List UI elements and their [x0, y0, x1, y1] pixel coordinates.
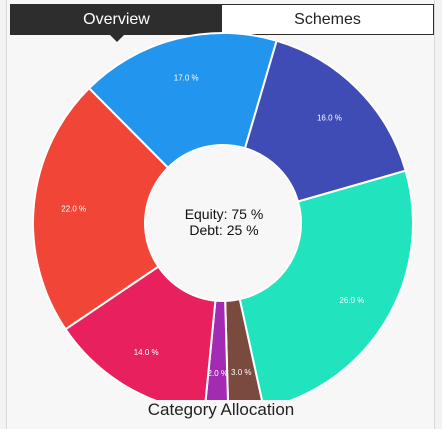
slice-label-2: 2.0 % [208, 369, 228, 378]
chart-caption: Category Allocation [147, 400, 295, 419]
tab-overview-label: Overview [83, 10, 150, 28]
tab-schemes-label: Schemes [294, 10, 361, 28]
slice-label-0: 26.0 % [339, 296, 364, 305]
donut-slices [32, 32, 414, 400]
tab-schemes[interactable]: Schemes [222, 5, 433, 34]
slice-5 [87, 32, 278, 170]
slice-6 [243, 39, 407, 203]
slice-4 [32, 86, 170, 331]
active-tab-pointer-icon [108, 34, 125, 42]
slice-labels: 26.0 % 3.0 %2.0 % 14.0 % 22.0 % 17.0 % 16.0 % [61, 74, 364, 378]
slice-3 [64, 265, 217, 400]
slice-0 [238, 169, 414, 400]
slice-label-4: 22.0 % [61, 204, 86, 213]
category-allocation-donut-chart: 26.0 % 3.0 %2.0 % 14.0 % 22.0 % 17.0 % 16.0 %… [32, 32, 414, 400]
equity-summary: Equity: 75 % [185, 206, 264, 222]
debt-summary: Debt: 25 % [189, 222, 258, 238]
slice-label-3: 14.0 % [134, 348, 159, 357]
tab-overview[interactable]: Overview [11, 5, 222, 42]
slice-label-5: 17.0 % [174, 74, 199, 83]
slice-label-6: 16.0 % [317, 113, 342, 122]
slice-label-1: 3.0 % [231, 368, 251, 377]
